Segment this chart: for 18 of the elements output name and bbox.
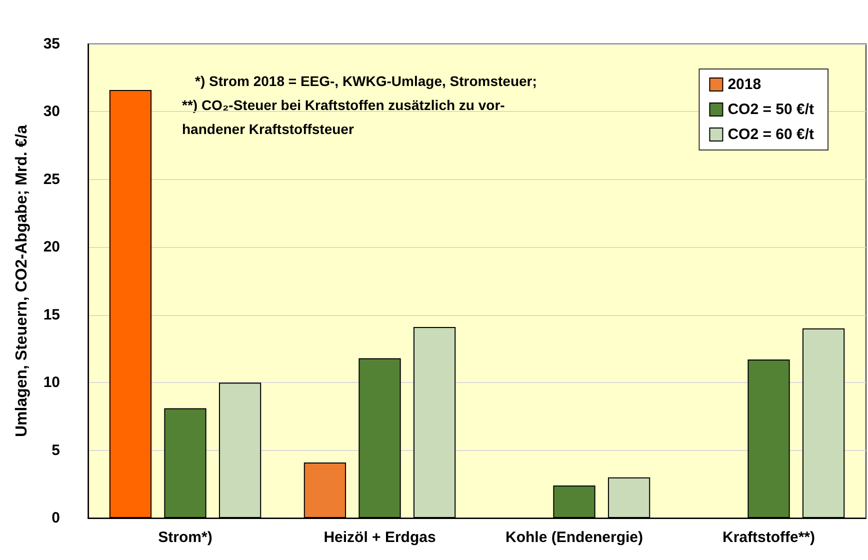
x-tick-label: Heizöl + Erdgas [324, 529, 436, 546]
legend-label: 2018 [728, 76, 762, 93]
x-tick-label: Kraftstoffe**) [722, 529, 816, 546]
y-tick-label: 20 [43, 238, 60, 256]
y-tick-label: 5 [52, 442, 60, 459]
y-tick-label: 0 [52, 510, 60, 526]
x-tick-label: Kohle (Endenergie) [505, 529, 644, 546]
legend-label: CO2 = 50 €/t [728, 101, 814, 118]
legend-label: CO2 = 60 €/t [728, 126, 814, 143]
annotation: *) Strom 2018 = EEG-, KWKG-Umlage, Stromsteuer; [195, 73, 537, 89]
x-tick-label: Strom*) [158, 529, 212, 546]
y-tick-label: 15 [43, 306, 60, 324]
y-tick-label: 30 [43, 103, 60, 120]
annotation: **) CO₂-Steuer bei Kraftstoffen zusätzlich zu vor- handener Kraftstoffsteuer [182, 97, 506, 137]
y-axis-title: Umlagen, Steuern, CO2-Abgabe; Mrd. €/a [14, 124, 30, 438]
y-tick-label: 35 [43, 36, 60, 52]
y-tick-label: 25 [43, 170, 60, 188]
y-tick-label: 10 [43, 374, 60, 392]
